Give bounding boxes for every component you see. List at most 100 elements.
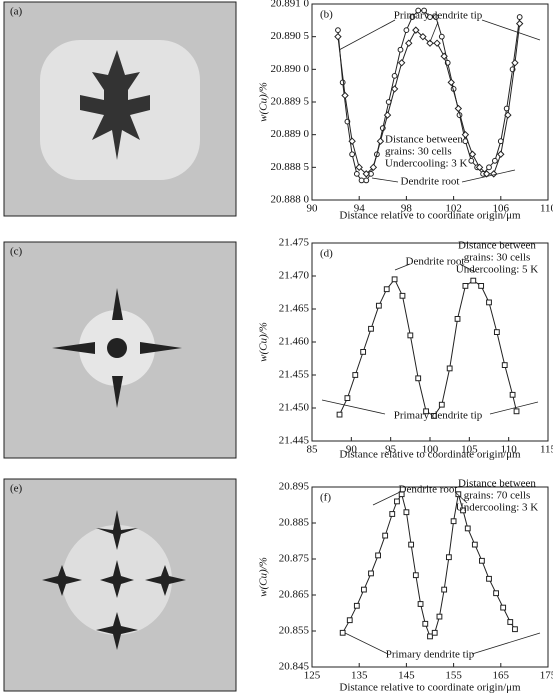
marker <box>409 14 416 20</box>
y-tick-label: 21.450 <box>279 402 310 414</box>
marker <box>335 27 341 34</box>
marker <box>515 19 524 28</box>
annotation: Dendrite root <box>406 256 465 268</box>
y-tick-label: 21.470 <box>279 270 310 282</box>
marker <box>360 349 367 355</box>
marker <box>479 557 485 564</box>
y-axis-label: w(Cu)/% <box>258 322 270 362</box>
y-tick-label: 21.455 <box>279 369 310 381</box>
x-tick-label: 90 <box>307 203 319 215</box>
x-tick-label: 110 <box>501 444 518 456</box>
marker <box>512 626 518 633</box>
marker <box>511 59 519 67</box>
marker <box>419 32 427 41</box>
marker <box>422 620 429 627</box>
annotation: Distance between <box>385 134 463 146</box>
y-tick-label: 20.890 5 <box>271 30 310 42</box>
y-tick-label: 20.855 <box>279 625 310 637</box>
marker <box>454 316 461 322</box>
marker <box>361 586 367 593</box>
marker <box>427 633 433 640</box>
panel-label: (b) <box>320 9 333 21</box>
marker <box>363 177 370 184</box>
marker <box>397 59 406 67</box>
marker <box>455 491 462 498</box>
arrow <box>338 19 396 51</box>
marker <box>346 617 353 624</box>
x-tick-label: 125 <box>304 670 321 682</box>
marker <box>391 276 398 283</box>
marker <box>507 619 514 625</box>
x-tick-label: 145 <box>398 670 415 682</box>
marker <box>486 164 492 171</box>
x-tick-label: 105 <box>461 444 478 456</box>
y-tick-label: 20.889 5 <box>271 96 310 108</box>
annotation: Undercooling: 3 K <box>456 502 539 514</box>
marker <box>355 163 363 172</box>
marker <box>390 85 399 93</box>
x-tick-label: 90 <box>346 444 358 456</box>
annotation: grains: 30 cells <box>385 146 452 158</box>
dendrite-core <box>107 338 127 358</box>
annotation: Primary dendrite tip <box>394 10 483 22</box>
marker <box>334 32 342 41</box>
panel-label: (d) <box>320 248 333 260</box>
arrow <box>372 491 401 506</box>
x-axis-label: Distance relative to coordinate origin/μ… <box>339 449 521 461</box>
marker <box>382 532 389 539</box>
x-tick-label: 115 <box>540 444 553 456</box>
x-tick-label: 95 <box>385 444 397 456</box>
arrow <box>459 263 476 273</box>
annotation: Undercooling: 5 K <box>456 264 539 276</box>
marker <box>478 283 485 289</box>
marker <box>509 391 516 398</box>
y-axis-label: w(Cu)/% <box>258 82 270 122</box>
x-tick-label: 106 <box>493 203 510 215</box>
marker <box>383 111 392 119</box>
panel-label: (e) <box>10 483 23 495</box>
y-tick-label: 20.895 <box>279 481 310 493</box>
marker <box>348 137 356 145</box>
marker <box>341 91 349 100</box>
x-tick-label: 85 <box>307 444 319 456</box>
marker <box>493 590 499 597</box>
dendrite <box>42 510 186 650</box>
marker <box>368 325 374 332</box>
marker <box>482 170 491 178</box>
annotation: Distance between <box>458 240 536 252</box>
marker <box>358 177 365 184</box>
y-tick-label: 20.865 <box>279 589 310 601</box>
marker <box>415 375 422 382</box>
arrow <box>344 632 389 655</box>
y-tick-label: 20.891 0 <box>271 0 310 10</box>
marker <box>468 157 475 164</box>
marker <box>470 277 477 284</box>
annotation: Dendrite root <box>399 484 458 496</box>
arrow <box>461 169 516 183</box>
x-tick-label: 165 <box>493 670 510 682</box>
marker <box>501 362 508 369</box>
marker <box>412 572 419 579</box>
marker <box>460 507 466 514</box>
marker <box>336 411 343 418</box>
marker <box>471 541 478 548</box>
marker <box>433 39 441 47</box>
y-axis-label: w(Cu)/% <box>258 557 270 597</box>
marker <box>461 130 470 139</box>
arrow <box>454 491 468 504</box>
data-line <box>342 492 516 638</box>
marker <box>426 39 434 47</box>
marker <box>421 7 428 14</box>
marker <box>504 111 512 119</box>
marker <box>352 372 359 378</box>
simulation-image: (e) <box>3 478 237 692</box>
y-tick-label: 21.445 <box>279 435 310 447</box>
x-tick-label: 175 <box>540 670 553 682</box>
arrow <box>471 632 541 655</box>
marker <box>368 570 374 577</box>
marker <box>490 170 498 178</box>
y-tick-label: 20.888 0 <box>271 194 310 206</box>
marker <box>486 299 492 306</box>
marker <box>415 7 422 14</box>
